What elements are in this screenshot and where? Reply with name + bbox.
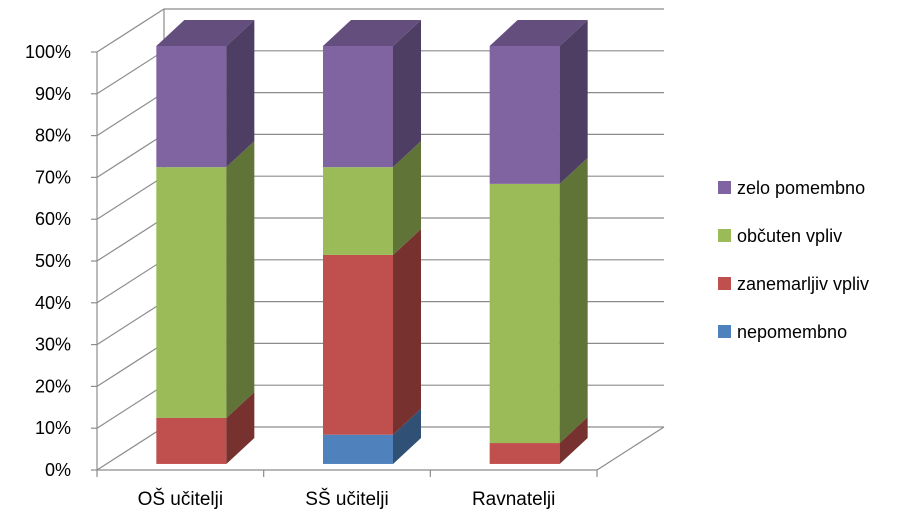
bar-segment-front bbox=[323, 434, 393, 464]
y-tick-label: 90% bbox=[35, 84, 71, 104]
bar-stack bbox=[323, 19, 421, 464]
y-tick-label: 100% bbox=[25, 42, 71, 62]
y-tick-label: 10% bbox=[35, 418, 71, 438]
legend-item: zanemarljiv vpliv bbox=[718, 274, 869, 294]
bar-segment-front bbox=[323, 45, 393, 168]
legend-swatch bbox=[718, 181, 731, 194]
bar-segment-front bbox=[156, 167, 227, 418]
bar-segment-top bbox=[156, 19, 255, 46]
legend-item: zelo pomembno bbox=[718, 178, 865, 198]
bar-stack bbox=[156, 19, 255, 464]
bar-segment-front bbox=[156, 417, 227, 464]
bar-segment-top bbox=[489, 19, 588, 46]
legend-swatch bbox=[718, 229, 731, 242]
y-tick-label: 50% bbox=[35, 251, 71, 271]
legend-label: nepomembno bbox=[737, 322, 847, 342]
bar-stack bbox=[489, 19, 588, 464]
bar-segment-side bbox=[393, 141, 421, 255]
bars bbox=[156, 19, 588, 464]
y-tick-label: 60% bbox=[35, 209, 71, 229]
legend: zelo pomembno občuten vpliv zanemarljiv vp… bbox=[718, 178, 869, 342]
legend-label: občuten vpliv bbox=[737, 226, 842, 246]
legend-label: zelo pomembno bbox=[737, 178, 865, 198]
y-tick-label: 80% bbox=[35, 126, 71, 146]
bar-segment-side bbox=[393, 408, 421, 464]
category-label: Ravnatelji bbox=[472, 489, 555, 510]
category-label: SŠ učitelji bbox=[305, 488, 388, 510]
bar-segment-front bbox=[323, 167, 393, 255]
y-tick-label: 20% bbox=[35, 376, 71, 396]
bar-segment-side bbox=[226, 141, 255, 418]
y-tick-label: 40% bbox=[35, 293, 71, 313]
bar-segment-side bbox=[559, 19, 588, 184]
bar-segment-side bbox=[559, 417, 588, 464]
bar-segment-front bbox=[156, 45, 227, 168]
y-axis-tick-labels: 0% 10% 20% 30% 40% 50% 60% 70% 80% 90% 100% bbox=[25, 42, 71, 480]
category-label: OŠ učitelji bbox=[138, 488, 224, 510]
legend-item: občuten vpliv bbox=[718, 226, 842, 246]
legend-swatch bbox=[718, 325, 731, 338]
bar-segment-front bbox=[323, 254, 393, 435]
legend-swatch bbox=[718, 277, 731, 290]
y-tick-label: 30% bbox=[35, 335, 71, 355]
bar-segment-side bbox=[393, 228, 421, 435]
bar-segment-side bbox=[559, 157, 588, 444]
bar-segment-side bbox=[393, 19, 421, 168]
bar-segment-front bbox=[489, 45, 560, 184]
legend-label: zanemarljiv vpliv bbox=[737, 274, 869, 294]
y-tick-label: 0% bbox=[45, 460, 71, 480]
legend-item: nepomembno bbox=[718, 322, 847, 342]
category-labels: OŠ učitelji SŠ učitelji Ravnatelji bbox=[138, 488, 556, 510]
bar-segment-front bbox=[489, 183, 560, 444]
bar-segment-side bbox=[226, 391, 255, 464]
y-tick-label: 70% bbox=[35, 167, 71, 187]
bar-segment-front bbox=[489, 443, 560, 464]
bar-segment-side bbox=[226, 19, 255, 168]
bar-segment-top bbox=[323, 19, 421, 46]
